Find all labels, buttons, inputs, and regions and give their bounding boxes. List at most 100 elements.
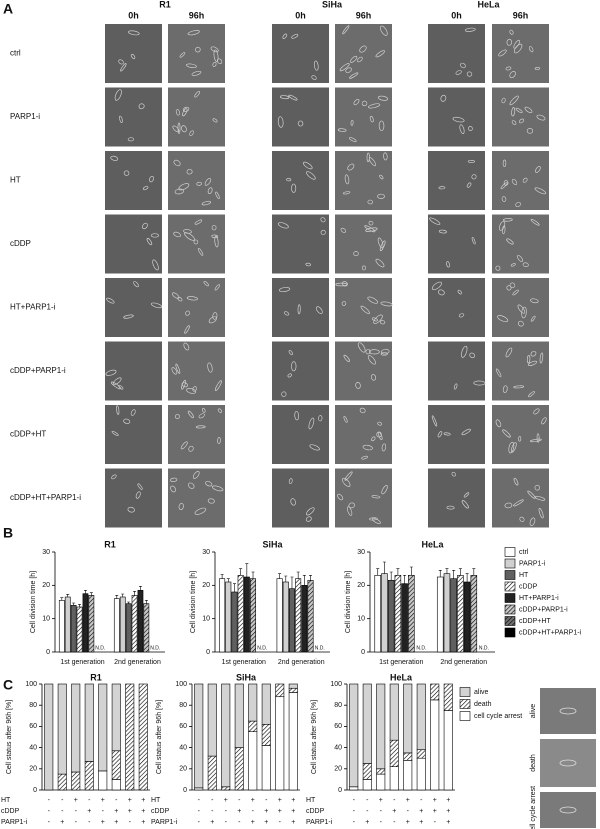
cell	[534, 67, 541, 70]
cell	[217, 437, 221, 444]
treatment-sign: +	[141, 819, 145, 826]
condition-label: cDDP+HT+PARP1-i	[10, 493, 81, 502]
cell	[370, 374, 377, 381]
cell	[509, 282, 516, 288]
y-tick-label: 20	[357, 582, 365, 589]
cell	[519, 516, 525, 522]
cell	[381, 443, 387, 452]
cell	[185, 310, 190, 316]
cell	[288, 94, 298, 101]
bar	[64, 596, 71, 653]
micrograph	[492, 405, 549, 464]
y-tick-label: 0	[46, 649, 50, 656]
bar-segment	[57, 683, 67, 775]
nd-label: N.D.	[150, 645, 160, 651]
cell	[368, 220, 374, 226]
cell	[359, 45, 367, 53]
y-tick-label: 0	[33, 787, 37, 794]
cell	[377, 193, 385, 199]
cell	[313, 60, 319, 71]
cell	[189, 130, 194, 136]
cell	[367, 355, 376, 365]
cell	[172, 125, 180, 133]
error-bar	[245, 563, 249, 577]
cell	[367, 199, 373, 205]
cell	[138, 103, 145, 110]
cell	[152, 259, 159, 271]
error-bar	[251, 571, 255, 579]
cell	[345, 67, 352, 73]
micrograph	[428, 214, 485, 274]
treatment-sign: +	[114, 819, 118, 826]
legend-swatch	[504, 604, 516, 615]
facet-title: HeLa	[421, 539, 444, 549]
treatment-sign: -	[198, 819, 201, 826]
bar	[225, 581, 232, 653]
legend-label: PARP1-i	[519, 560, 546, 567]
treatment-sign: +	[87, 808, 91, 815]
bar-segment	[234, 683, 244, 748]
cell	[501, 97, 506, 104]
cell	[509, 95, 519, 106]
cell	[529, 517, 536, 526]
cell	[111, 474, 117, 480]
cell	[559, 707, 577, 715]
cell	[187, 30, 200, 36]
bar	[436, 576, 444, 653]
error-bar	[83, 590, 87, 594]
legend-label: ctrl	[519, 549, 529, 556]
cell	[541, 417, 547, 425]
treatment-sign: -	[48, 808, 51, 815]
legend-label: alive	[474, 689, 489, 696]
treatment-sign: -	[61, 797, 64, 804]
micrograph	[105, 24, 162, 83]
cell	[277, 116, 284, 128]
cell	[377, 431, 383, 441]
bar-segment	[403, 683, 413, 754]
cell	[379, 174, 384, 180]
cell	[142, 222, 148, 230]
cell	[446, 261, 450, 268]
cell	[383, 152, 388, 161]
treatment-sign: +	[60, 819, 64, 826]
cell	[513, 477, 519, 486]
treatment-label: HT	[306, 797, 316, 804]
bar	[231, 591, 238, 653]
cell	[130, 409, 136, 416]
bar-segment	[403, 752, 413, 761]
cell	[536, 433, 540, 443]
bar-segment	[275, 683, 285, 698]
treatment-sign: +	[379, 797, 383, 804]
bar	[450, 578, 457, 653]
bar	[143, 603, 150, 653]
cell	[517, 320, 524, 327]
cell	[463, 492, 470, 498]
cell	[211, 234, 219, 239]
cell	[509, 29, 514, 35]
cell	[123, 418, 131, 424]
y-tick-label: 60	[179, 723, 187, 730]
cell	[297, 304, 301, 315]
cell	[311, 75, 317, 80]
cell	[515, 107, 523, 113]
treatment-sign: -	[366, 808, 369, 815]
treatment-sign: -	[380, 808, 383, 815]
bar	[237, 575, 244, 653]
cell	[371, 317, 378, 322]
cell	[120, 63, 127, 72]
y-tick-label: 0	[206, 649, 210, 656]
cell	[534, 495, 546, 501]
cell	[344, 174, 350, 185]
cell	[459, 124, 465, 134]
micrograph	[335, 24, 392, 83]
cell	[207, 498, 215, 504]
cell	[192, 386, 197, 392]
group-label: 2nd generation	[440, 659, 487, 666]
y-tick-label: 100	[175, 681, 187, 688]
cell	[320, 229, 326, 236]
bar-segment	[248, 720, 258, 732]
bar	[381, 573, 388, 653]
bar	[443, 573, 451, 653]
cell	[502, 385, 508, 393]
time-label: 0h	[451, 10, 462, 20]
